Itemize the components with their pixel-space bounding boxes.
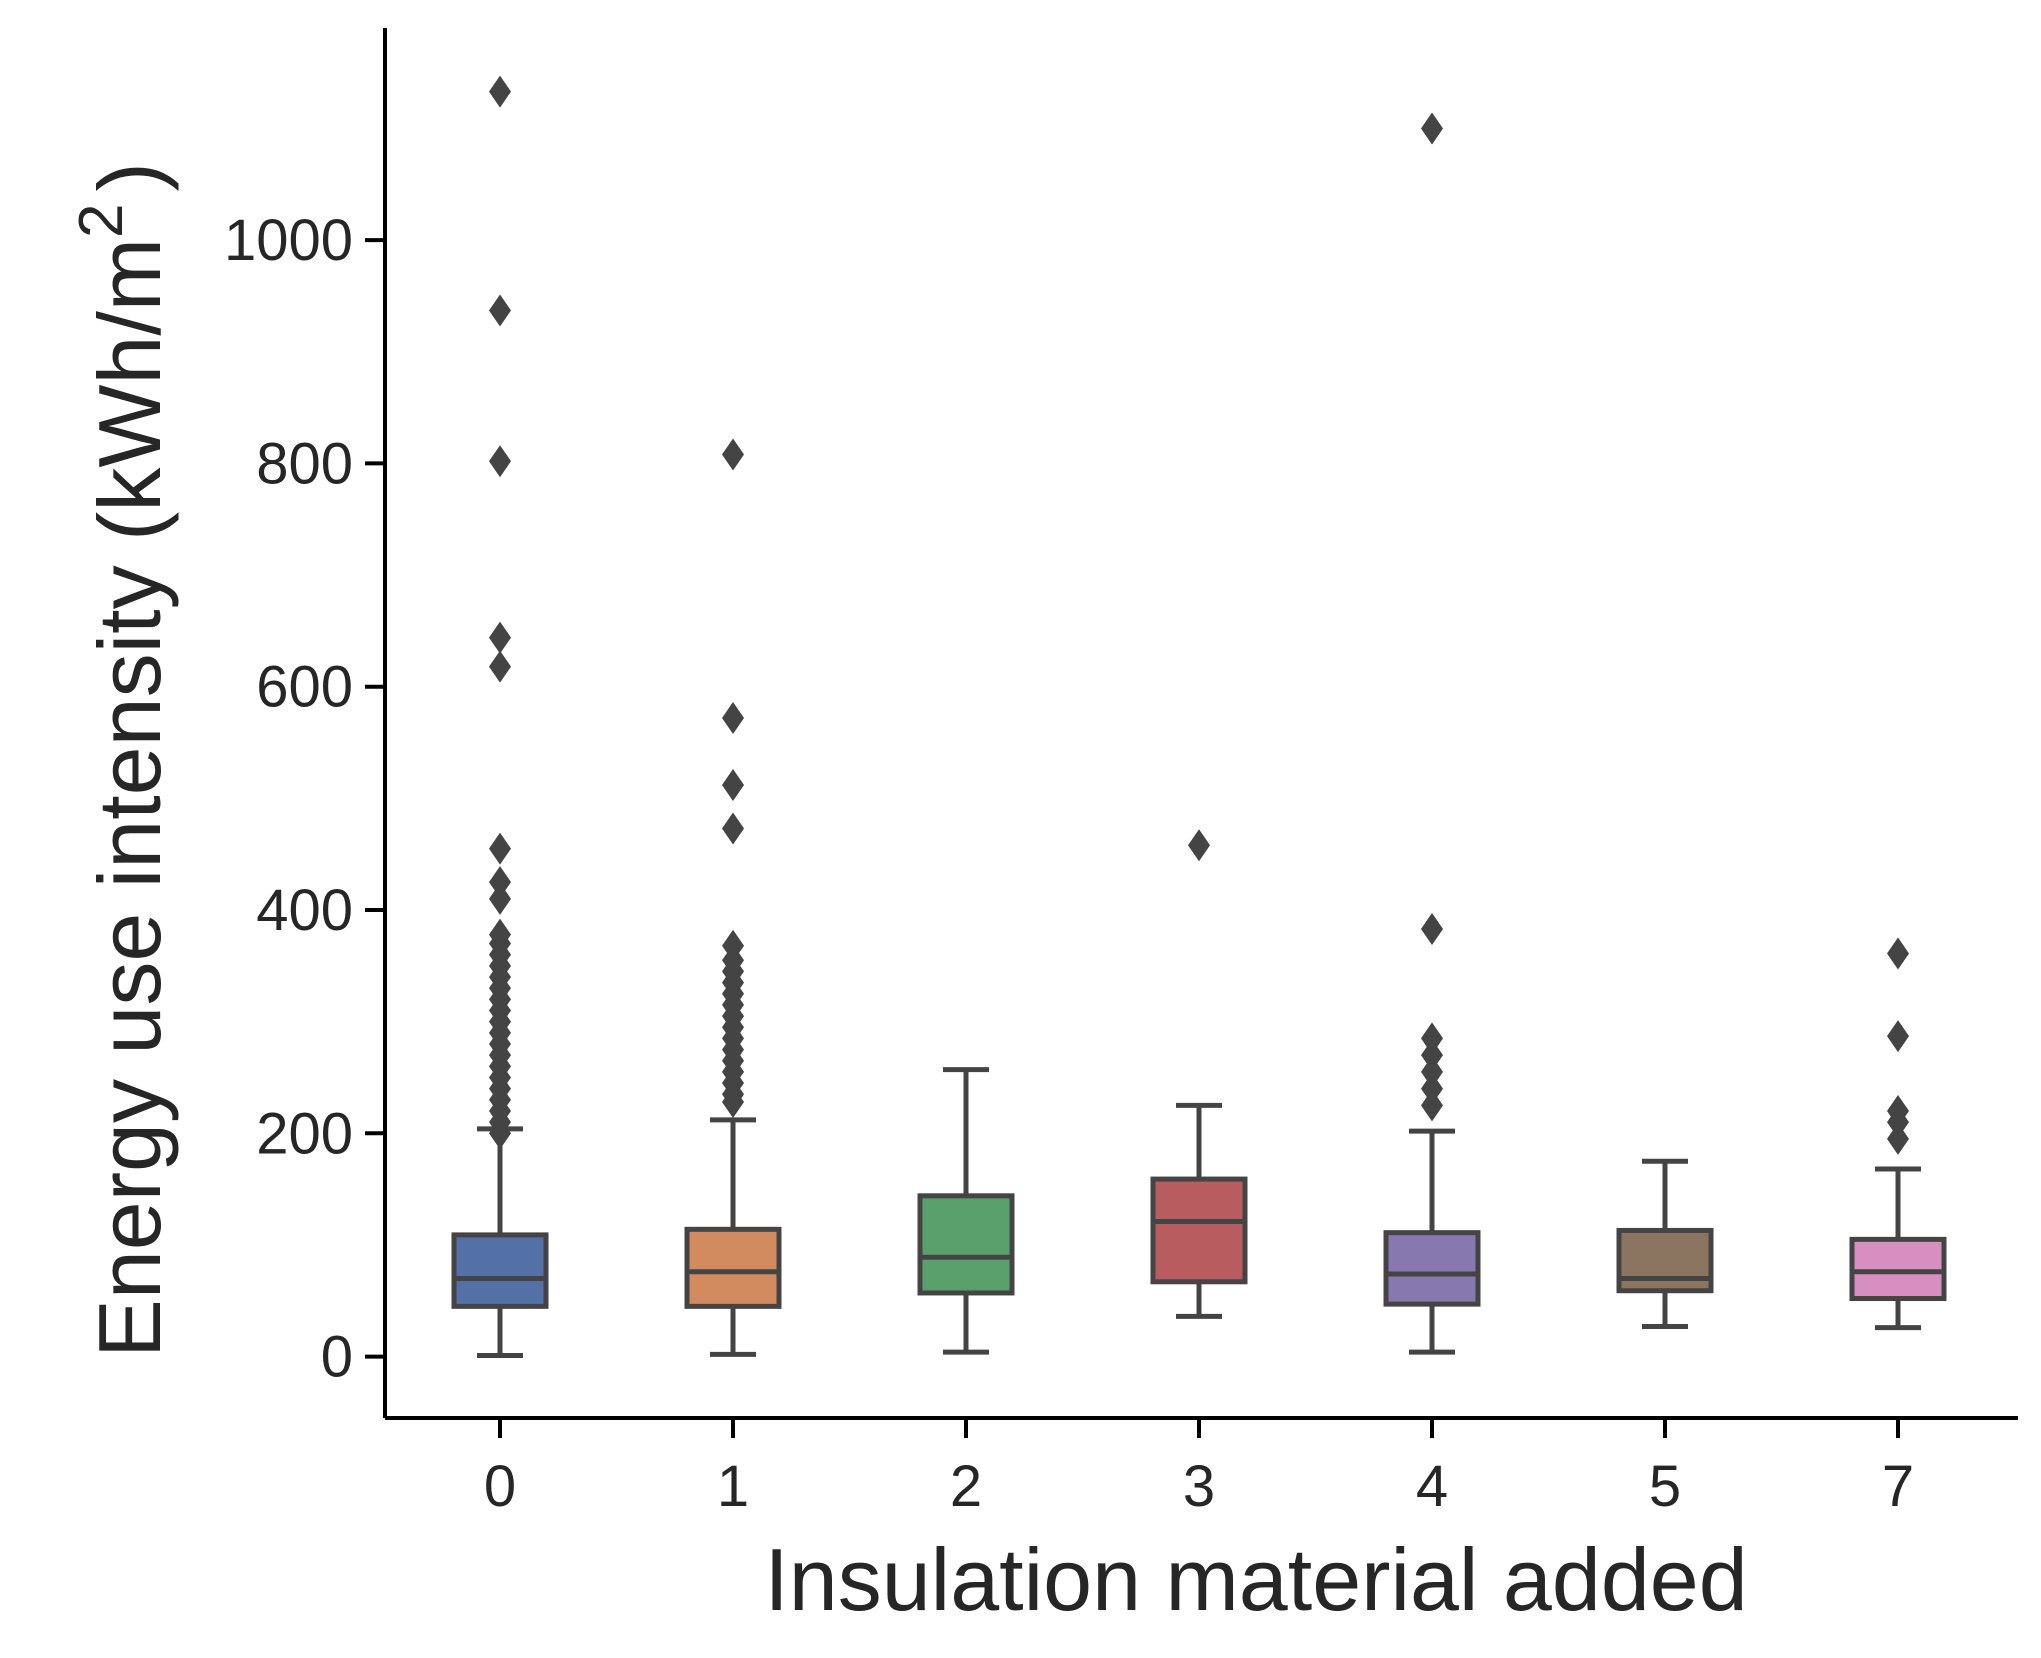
- outlier-point: [722, 1086, 744, 1119]
- y-tick-label: 1000: [224, 208, 353, 273]
- outlier-point: [489, 75, 511, 108]
- outlier-point: [489, 445, 511, 478]
- outlier-point: [1421, 1055, 1443, 1088]
- box-group-5: [1616, 1158, 1714, 1329]
- outlier-point: [1421, 112, 1443, 145]
- x-tick-label: 3: [1183, 1454, 1215, 1519]
- outlier-point: [489, 882, 511, 915]
- outlier-point: [722, 768, 744, 801]
- x-axis-label: Insulation material added: [764, 1530, 1747, 1629]
- outlier-point: [722, 438, 744, 471]
- x-tick-label: 2: [950, 1454, 982, 1519]
- y-tick-label: 200: [256, 1101, 353, 1166]
- box-group-4: [1383, 112, 1481, 1355]
- outlier-point: [722, 701, 744, 734]
- box-group-3: [1150, 829, 1248, 1319]
- axes: 0 200 400 600 800 1000 0 1 2 3 4 5 7: [224, 28, 2018, 1519]
- outlier-point: [489, 621, 511, 654]
- x-tick-label: 4: [1416, 1454, 1448, 1519]
- x-tick-label: 5: [1649, 1454, 1681, 1519]
- x-ticks: 0 1 2 3 4 5 7: [484, 1418, 1914, 1519]
- outlier-point: [489, 866, 511, 899]
- y-axis-label-superscript: 2: [67, 203, 136, 237]
- outlier-point: [1887, 1020, 1909, 1053]
- box-group-0: [451, 75, 549, 1358]
- x-tick-label: 7: [1882, 1454, 1914, 1519]
- y-axis-label-close: ): [80, 162, 179, 191]
- box-iqr: [684, 1226, 782, 1309]
- y-axis-label: Energy use intensity (kWh/m2): [67, 162, 179, 1358]
- x-tick-label: 0: [484, 1454, 516, 1519]
- outlier-point: [1421, 1039, 1443, 1072]
- outlier-point: [1421, 1072, 1443, 1105]
- outlier-point: [1887, 1106, 1909, 1139]
- outlier-point: [1188, 829, 1210, 862]
- box-iqr: [1383, 1230, 1481, 1307]
- outlier-point: [1421, 1089, 1443, 1122]
- outlier-point: [489, 1117, 511, 1150]
- y-tick-label: 400: [256, 878, 353, 943]
- outlier-point: [1887, 1122, 1909, 1155]
- box-iqr: [451, 1232, 549, 1309]
- y-axis-label-main: Energy use intensity (kWh/m: [80, 238, 179, 1358]
- y-tick-label: 0: [321, 1325, 353, 1390]
- outlier-point: [489, 650, 511, 683]
- outlier-point: [1887, 937, 1909, 970]
- box-iqr: [1150, 1176, 1248, 1285]
- outlier-point: [1421, 1022, 1443, 1055]
- box-iqr: [1849, 1236, 1947, 1302]
- y-tick-label: 800: [256, 431, 353, 496]
- x-tick-label: 1: [717, 1454, 749, 1519]
- outlier-point: [722, 812, 744, 845]
- box-group-7: [1849, 937, 1947, 1331]
- box-iqr: [917, 1193, 1015, 1296]
- plot-marks: [451, 75, 1947, 1358]
- outlier-point: [489, 294, 511, 327]
- box-group-2: [917, 1067, 1015, 1355]
- y-ticks: 0 200 400 600 800 1000: [224, 208, 385, 1390]
- outlier-point: [1421, 912, 1443, 945]
- outlier-point: [489, 832, 511, 865]
- y-tick-label: 600: [256, 655, 353, 720]
- box-group-1: [684, 438, 782, 1357]
- box-iqr: [1616, 1227, 1714, 1294]
